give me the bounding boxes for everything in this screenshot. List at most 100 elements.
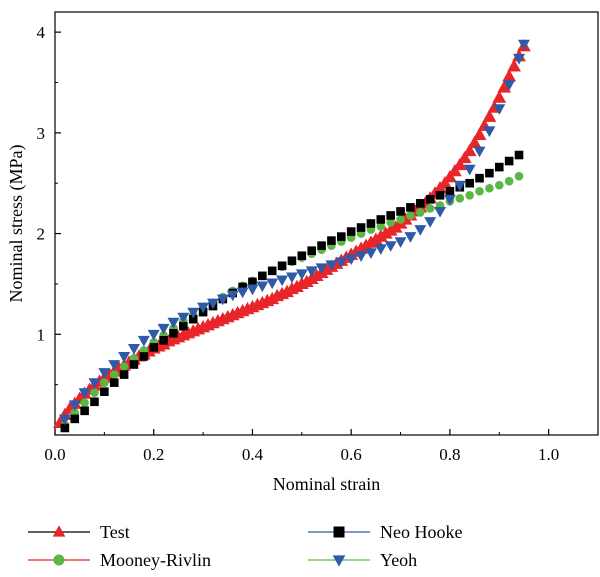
data-point [206,298,219,310]
data-point [443,194,456,206]
data-point [266,278,279,290]
data-point [109,378,119,387]
data-point [346,227,356,236]
x-tick-label: 0.8 [439,445,460,464]
data-point [236,287,249,299]
data-point [415,199,425,208]
legend-item: Neo Hooke [308,522,462,542]
y-tick-label: 3 [37,124,46,143]
data-point [100,378,109,387]
x-tick-label: 0.4 [242,445,264,464]
legend-item: Mooney-Rivlin [28,550,211,570]
data-point [414,225,427,236]
data-point [238,282,247,292]
data-point [307,246,316,255]
data-point [139,352,149,361]
data-point [494,180,504,190]
legend-label: Mooney-Rivlin [100,550,211,570]
x-tick-label: 0.6 [341,445,362,464]
data-point [462,143,477,157]
data-point [514,150,524,160]
x-axis-label: Nominal strain [273,474,380,494]
data-point [295,269,308,281]
data-point [327,236,336,245]
data-point [376,215,386,224]
data-point [128,343,140,355]
data-point [119,362,129,371]
data-point [394,237,407,248]
data-point [157,323,170,335]
data-point [197,302,210,314]
data-point [494,162,504,172]
legend-marker [53,554,65,566]
data-point [98,368,111,379]
data-point [337,232,346,241]
data-point [256,281,269,293]
data-point [108,360,121,371]
data-point [179,321,188,331]
data-point [425,195,435,204]
data-point [305,266,318,278]
data-point [100,387,109,396]
data-point [80,406,89,416]
data-point [455,194,465,203]
data-point [467,135,482,149]
data-point [177,312,190,324]
legend-label: Neo Hooke [380,522,462,542]
data-point [287,256,297,266]
data-point [465,178,474,188]
plot-area [53,39,531,433]
data-point [463,164,476,176]
data-point [504,176,514,186]
x-tick-label: 1.0 [538,445,559,464]
data-point [276,275,289,287]
data-point [386,218,395,227]
data-point [68,400,81,412]
y-tick-label: 2 [37,225,46,244]
series-mooney-rivlin [60,171,524,430]
data-point [485,183,494,193]
data-point [424,217,437,228]
legend: Test Mooney-Rivlin Neo Hooke Yeoh [28,522,462,570]
data-point [374,244,387,255]
data-point [483,126,496,138]
data-point [485,168,494,178]
data-point [277,261,287,271]
y-axis-label: Nominal stress (MPa) [6,145,27,303]
data-point [297,251,307,261]
data-point [434,206,447,218]
legend-marker [333,526,345,538]
data-point [285,272,298,284]
x-tick-label: 0.2 [143,445,164,464]
axes: 0.0 0.2 0.4 0.6 0.8 1.0 1 2 3 4 [37,11,599,464]
data-point [364,248,377,259]
data-point [137,335,150,347]
data-point [258,271,267,281]
data-point [147,329,160,341]
data-point [492,90,507,103]
data-point [493,104,506,115]
data-point [187,307,200,319]
data-point [425,204,435,213]
data-point [248,277,257,287]
data-point [482,109,497,122]
legend-label: Yeoh [380,550,417,570]
data-point [90,388,99,398]
series-neo-hooke [60,150,524,433]
data-point [246,284,259,296]
data-point [90,397,99,407]
data-point [317,241,326,250]
data-point [472,127,487,140]
data-point [169,328,178,338]
y-tick-label: 1 [37,325,46,344]
data-point [435,191,445,200]
data-point [167,317,180,329]
data-point [70,414,80,424]
data-point [445,186,455,196]
data-point [396,207,405,216]
series-yeoh [58,39,530,426]
data-point [384,241,397,252]
data-point [473,146,486,158]
